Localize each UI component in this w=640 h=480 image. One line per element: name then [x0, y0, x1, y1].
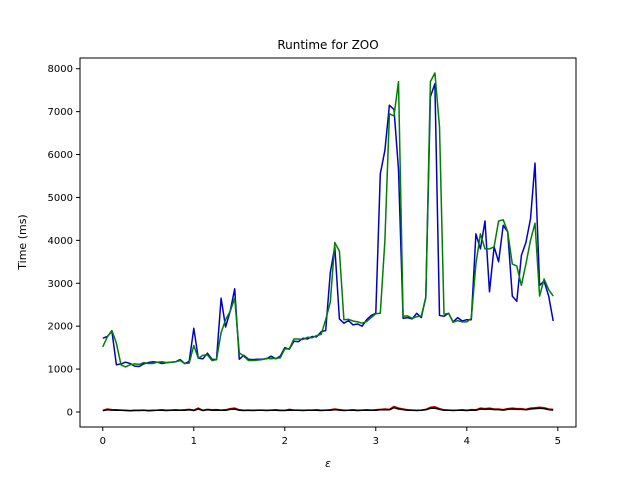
- y-axis-label: Time (ms): [16, 214, 29, 270]
- y-tick-label: 1000: [48, 365, 73, 376]
- y-tick-label: 5000: [48, 193, 73, 204]
- series-line-2: [102, 72, 554, 368]
- plot-frame: [79, 57, 577, 428]
- x-tick-label: 0: [100, 436, 106, 447]
- x-tick-label: 1: [191, 436, 197, 447]
- x-tick-label: 2: [282, 436, 288, 447]
- x-axis: 0 1 2 3 4 5: [100, 427, 561, 447]
- y-tick-label: 2000: [48, 322, 73, 333]
- x-tick-label: 5: [555, 436, 561, 447]
- x-axis-label: ε: [325, 457, 331, 470]
- y-tick-label: 6000: [48, 150, 73, 161]
- series-layer: [102, 72, 554, 412]
- series-line-4: [102, 406, 554, 412]
- plot-area: [80, 58, 576, 427]
- y-tick-label: 3000: [48, 279, 73, 290]
- y-axis: 0 1000 2000 3000 4000 5000 6000 7000 8000: [48, 64, 80, 418]
- y-tick-label: 4000: [48, 236, 73, 247]
- chart-title: Runtime for ZOO: [277, 38, 378, 52]
- y-tick-label: 8000: [48, 64, 73, 75]
- x-tick-label: 3: [373, 436, 379, 447]
- x-tick-label: 4: [464, 436, 470, 447]
- y-tick-label: 7000: [48, 107, 73, 118]
- y-tick-label: 0: [67, 407, 73, 418]
